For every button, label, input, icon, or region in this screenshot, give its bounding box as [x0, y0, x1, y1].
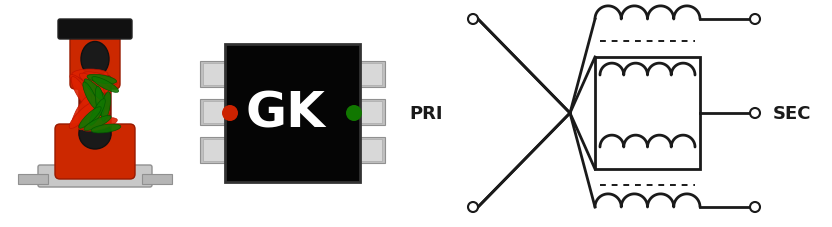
Text: PRI: PRI [409, 105, 443, 122]
Ellipse shape [79, 107, 102, 129]
Ellipse shape [87, 75, 116, 84]
Bar [203, 101, 227, 123]
Bar [200, 62, 230, 88]
FancyBboxPatch shape [79, 77, 111, 137]
Bar [225, 45, 360, 182]
Bar [18, 174, 48, 184]
Ellipse shape [82, 73, 117, 86]
Ellipse shape [78, 110, 110, 130]
Ellipse shape [90, 99, 106, 126]
Ellipse shape [83, 83, 98, 110]
Ellipse shape [79, 74, 111, 94]
Text: SEC: SEC [773, 105, 811, 122]
Ellipse shape [72, 70, 108, 80]
Bar [203, 64, 227, 86]
Ellipse shape [86, 80, 99, 115]
Bar [142, 174, 172, 184]
Circle shape [750, 202, 760, 212]
Bar [200, 137, 230, 163]
Ellipse shape [72, 96, 92, 127]
Ellipse shape [84, 79, 106, 102]
FancyBboxPatch shape [55, 124, 135, 179]
Bar [355, 100, 385, 126]
FancyBboxPatch shape [58, 20, 132, 40]
Ellipse shape [87, 89, 100, 124]
Bar [200, 100, 230, 126]
Bar [355, 137, 385, 163]
Ellipse shape [69, 103, 96, 129]
FancyBboxPatch shape [38, 165, 152, 187]
Ellipse shape [79, 119, 111, 149]
Circle shape [750, 109, 760, 118]
Bar [595, 58, 700, 169]
Bar [358, 139, 382, 161]
Ellipse shape [72, 77, 92, 109]
Text: GK: GK [245, 90, 325, 137]
Ellipse shape [95, 87, 104, 116]
Bar [87, 75, 103, 129]
Bar [358, 64, 382, 86]
Ellipse shape [92, 77, 119, 93]
Bar [355, 62, 385, 88]
Ellipse shape [95, 84, 105, 120]
Bar [203, 139, 227, 161]
Ellipse shape [91, 124, 121, 133]
Ellipse shape [84, 116, 111, 131]
Circle shape [468, 202, 478, 212]
Ellipse shape [102, 92, 111, 122]
Circle shape [222, 106, 238, 121]
FancyBboxPatch shape [70, 25, 120, 90]
Bar [358, 101, 382, 123]
Circle shape [468, 15, 478, 25]
Ellipse shape [81, 42, 109, 77]
Circle shape [346, 106, 362, 121]
Ellipse shape [82, 118, 117, 132]
Circle shape [750, 15, 760, 25]
Ellipse shape [70, 75, 97, 101]
